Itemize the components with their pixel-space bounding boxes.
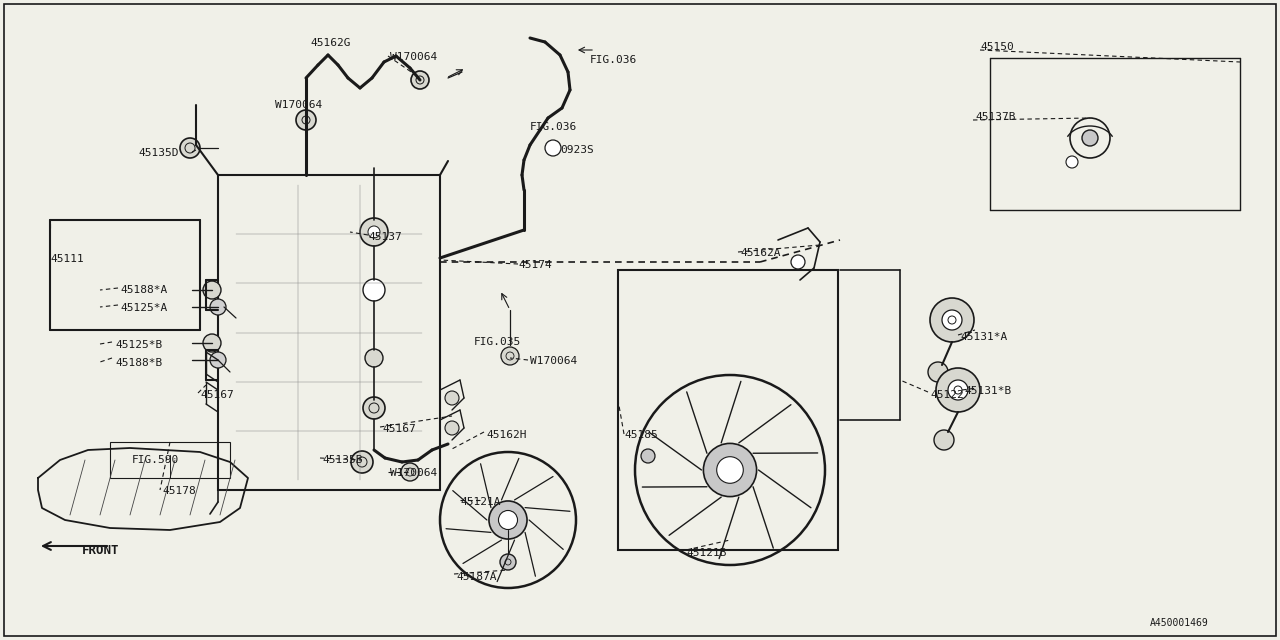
Circle shape: [936, 368, 980, 412]
Circle shape: [717, 457, 744, 483]
Text: 45135B: 45135B: [323, 455, 362, 465]
Bar: [218, 175, 440, 490]
Circle shape: [1082, 130, 1098, 146]
Circle shape: [704, 444, 756, 497]
Circle shape: [931, 298, 974, 342]
Text: 45162H: 45162H: [486, 430, 526, 440]
Text: W170064: W170064: [390, 52, 438, 62]
Circle shape: [204, 334, 221, 352]
Text: 45188*A: 45188*A: [120, 285, 168, 295]
Circle shape: [445, 421, 460, 435]
Text: 45131*A: 45131*A: [960, 332, 1007, 342]
Text: 45121B: 45121B: [686, 548, 727, 558]
Text: 45167: 45167: [200, 390, 234, 400]
Text: 45188*B: 45188*B: [115, 358, 163, 368]
Circle shape: [934, 430, 954, 450]
Circle shape: [296, 110, 316, 130]
Text: FRONT: FRONT: [82, 544, 119, 557]
Circle shape: [500, 554, 516, 570]
Text: 45121A: 45121A: [460, 497, 500, 507]
Circle shape: [942, 310, 963, 330]
Text: 45135D: 45135D: [138, 148, 178, 158]
Text: 45137B: 45137B: [975, 112, 1015, 122]
Bar: [110, 442, 230, 478]
Text: 45178: 45178: [163, 486, 196, 496]
Text: 45174: 45174: [518, 260, 552, 270]
Text: 45150: 45150: [980, 42, 1014, 52]
Text: 45187A: 45187A: [456, 572, 497, 582]
Circle shape: [791, 255, 805, 269]
Circle shape: [500, 347, 518, 365]
Text: FIG.036: FIG.036: [590, 55, 637, 65]
Circle shape: [411, 71, 429, 89]
Circle shape: [364, 279, 385, 301]
Text: W170064: W170064: [530, 356, 577, 366]
Circle shape: [210, 299, 227, 315]
Text: 45162A: 45162A: [740, 248, 781, 258]
Text: 45131*B: 45131*B: [964, 386, 1011, 396]
Text: FIG.590: FIG.590: [132, 455, 179, 465]
Circle shape: [445, 391, 460, 405]
Text: FIG.035: FIG.035: [474, 337, 521, 347]
Circle shape: [489, 501, 527, 539]
Circle shape: [365, 349, 383, 367]
Text: 45125*A: 45125*A: [120, 303, 168, 313]
Text: W170064: W170064: [390, 468, 438, 478]
Bar: [618, 270, 838, 550]
Circle shape: [204, 281, 221, 299]
Text: 45137: 45137: [369, 232, 402, 242]
Circle shape: [498, 511, 517, 529]
Circle shape: [180, 138, 200, 158]
Circle shape: [1066, 156, 1078, 168]
Text: 45125*B: 45125*B: [115, 340, 163, 350]
Text: 45122: 45122: [931, 390, 964, 400]
Circle shape: [928, 362, 948, 382]
Text: 0923S: 0923S: [561, 145, 594, 155]
Text: 45185: 45185: [625, 430, 658, 440]
Circle shape: [641, 449, 655, 463]
Circle shape: [369, 226, 380, 238]
Text: 45167: 45167: [381, 424, 416, 434]
Circle shape: [545, 140, 561, 156]
Text: 45111: 45111: [50, 254, 83, 264]
Circle shape: [364, 397, 385, 419]
Circle shape: [948, 380, 968, 400]
Text: 45162G: 45162G: [310, 38, 351, 48]
Text: A450001469: A450001469: [1149, 618, 1208, 628]
Circle shape: [401, 463, 419, 481]
Text: FIG.036: FIG.036: [530, 122, 577, 132]
Circle shape: [351, 451, 372, 473]
Circle shape: [210, 352, 227, 368]
Circle shape: [360, 218, 388, 246]
Text: W170064: W170064: [275, 100, 323, 110]
